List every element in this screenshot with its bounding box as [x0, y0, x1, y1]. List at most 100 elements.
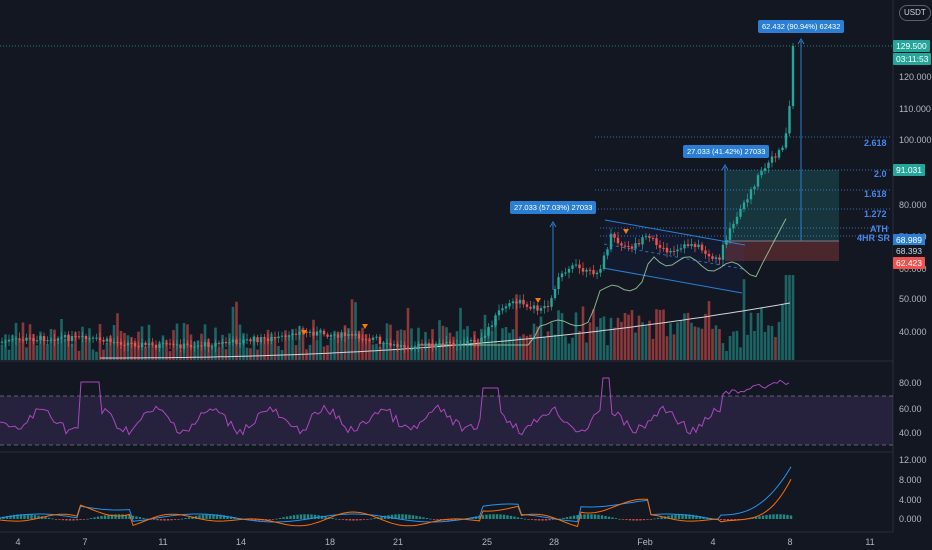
volume-bar	[347, 328, 350, 360]
candle-body	[469, 340, 473, 342]
candle-body	[714, 257, 718, 259]
candle-body	[448, 341, 452, 344]
candle-body	[347, 334, 350, 337]
rsi-tick-label: 40.00	[899, 428, 922, 438]
volume-bar	[763, 331, 767, 360]
candle-body	[238, 343, 242, 345]
macd-histogram-bar	[698, 515, 702, 519]
rsi-band	[0, 396, 893, 445]
candle-body	[256, 337, 259, 343]
volume-bar	[368, 337, 371, 360]
macd-histogram-bar	[772, 514, 775, 519]
volume-bar	[501, 328, 504, 360]
macd-histogram-bar	[576, 515, 579, 519]
measure-label-3[interactable]: 62.432 (90.94%) 62432	[758, 20, 845, 33]
candle-body	[322, 330, 326, 335]
macd-axis[interactable]: 12.000 8.000 4.000 0.000	[899, 455, 927, 524]
candle-body	[277, 336, 280, 339]
candle-body	[441, 343, 445, 345]
macd-histogram-bar	[639, 519, 642, 521]
macd-histogram-bar	[159, 519, 163, 521]
macd-histogram-bar	[614, 518, 618, 519]
volume-bar	[613, 327, 616, 360]
candle-body	[32, 338, 35, 342]
macd-histogram-bar	[107, 514, 110, 519]
candle-body	[123, 344, 126, 346]
macd-histogram-bar	[583, 514, 586, 519]
candle-body	[368, 339, 371, 341]
volume-bar	[711, 328, 714, 360]
candle-body	[578, 264, 581, 269]
candle-body	[770, 156, 774, 163]
macd-histogram-bar	[65, 519, 68, 521]
volume-bar	[676, 322, 679, 360]
measure-label-1[interactable]: 27.033 (57.03%) 27033	[510, 201, 597, 214]
rsi-axis[interactable]: 80.00 60.00 40.00	[899, 378, 922, 438]
macd-histogram-bar	[257, 519, 261, 521]
volume-bar	[301, 328, 305, 360]
macd-histogram-bar	[75, 519, 79, 521]
macd-histogram-bar	[597, 514, 600, 519]
price-tick-label: 100.000	[899, 135, 932, 145]
macd-histogram-bar	[100, 515, 103, 519]
price-tick-label: 110.000	[899, 104, 931, 114]
volume-bar	[291, 329, 294, 360]
macd-histogram-bar	[572, 515, 576, 519]
date-label: 4	[15, 537, 21, 547]
candle-body	[308, 331, 312, 333]
candle-body	[721, 244, 725, 260]
candle-body	[732, 223, 735, 229]
macd-histogram-bar	[558, 518, 562, 520]
volume-bar	[235, 301, 238, 360]
volume-bar	[732, 331, 735, 360]
macd-histogram-bar	[411, 515, 415, 519]
fib-label-1618: 1.618	[864, 189, 887, 199]
candle-body	[658, 245, 662, 248]
macd-histogram-bar	[422, 517, 425, 519]
macd-histogram-bar	[765, 515, 768, 519]
candle-body	[536, 305, 539, 311]
currency-badge[interactable]: USDT	[899, 5, 931, 21]
candle-body	[287, 335, 291, 337]
volume-bar	[784, 275, 788, 360]
channel-bottom-line	[602, 267, 743, 294]
candle-body	[672, 250, 676, 252]
bar-countdown-label: 03:11:53	[893, 53, 932, 65]
candle-body	[60, 337, 63, 339]
macd-histogram-bar	[345, 519, 348, 521]
volume-bar	[606, 345, 609, 360]
volume-bar	[133, 340, 137, 360]
macd-histogram-bar	[590, 514, 593, 519]
candle-body	[35, 340, 39, 342]
macd-histogram-bar	[621, 519, 625, 520]
macd-histogram-bar	[481, 515, 485, 519]
profit-zone	[725, 170, 839, 241]
price-tick-label: 60.000	[899, 264, 927, 274]
macd-histogram-bar	[166, 519, 170, 521]
macd-histogram-bar	[513, 516, 516, 519]
candle-body	[476, 342, 480, 344]
volume-bar	[88, 328, 91, 360]
macd-histogram-bar	[173, 519, 177, 520]
candle-body	[231, 339, 235, 343]
candle-body	[245, 339, 249, 341]
macd-tick-label: 8.000	[899, 475, 922, 485]
candle-body	[116, 341, 119, 343]
measure-label-2[interactable]: 27.033 (41.42%) 27033	[683, 145, 770, 158]
candle-body	[210, 346, 214, 348]
candle-body	[266, 338, 270, 342]
volume-bar	[154, 347, 158, 360]
volume-bar	[742, 279, 746, 360]
volume-bar	[637, 315, 641, 360]
macd-histogram-bar	[289, 515, 292, 519]
volume-bar	[662, 309, 665, 360]
candle-body	[753, 186, 756, 190]
macd-histogram-bar	[548, 519, 551, 521]
candle-body	[760, 170, 763, 176]
macd-histogram-bar	[306, 514, 310, 519]
candle-body	[791, 46, 795, 107]
macd-histogram-bar	[219, 514, 222, 519]
macd-histogram-bar	[324, 516, 327, 519]
candle-body	[53, 339, 56, 341]
